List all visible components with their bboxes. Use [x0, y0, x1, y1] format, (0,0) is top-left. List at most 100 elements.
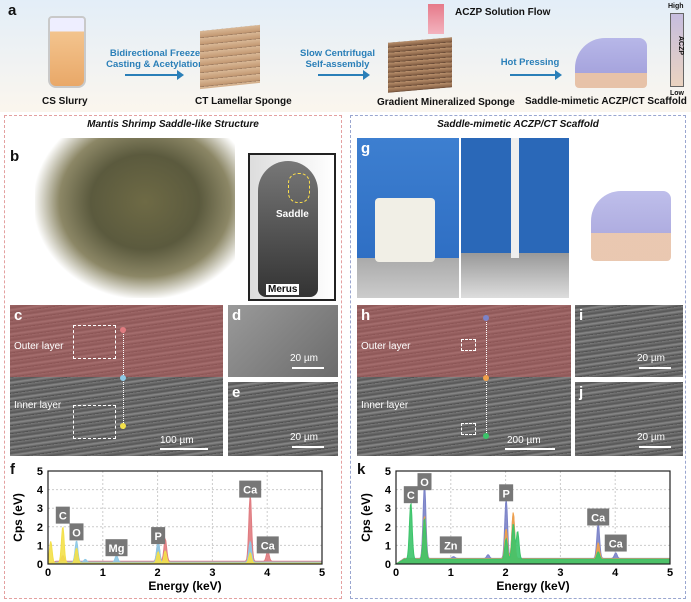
spectrum-series-0	[394, 485, 671, 565]
scale-bar-label: 200 µm	[507, 435, 541, 446]
scaffold-section: Saddle-mimetic ACZP/CT Scaffold g h Oute…	[350, 115, 686, 599]
plot-frame	[395, 470, 671, 565]
sem-image-e: e 20 µm	[228, 382, 338, 456]
panel-label: e	[232, 384, 241, 401]
scale-bar-label: 20 µm	[290, 432, 318, 443]
y-tick-label: 0	[385, 559, 391, 571]
spectrum-series-1	[394, 512, 671, 565]
peak-label-text: P	[154, 531, 161, 543]
y-tick-label: 5	[385, 466, 391, 478]
peak-label-text: Ca	[591, 513, 606, 525]
peak-label: Ca	[256, 536, 279, 554]
saddle-outline	[288, 173, 310, 203]
outer-layer-label: Outer layer	[14, 341, 64, 352]
panel-a-schematic: a CS Slurry Bidirectional Freeze Casting…	[0, 0, 691, 112]
x-tick-label: 4	[612, 567, 619, 579]
spectrum-series-1	[47, 538, 323, 565]
peak-label-text: P	[502, 488, 509, 500]
panel-label: f	[10, 461, 15, 478]
step-label: CT Lamellar Sponge	[195, 96, 292, 107]
mineralized-sponge-image	[388, 37, 452, 93]
scale-bar	[639, 446, 671, 448]
scale-bar	[160, 448, 208, 450]
arrow-icon	[125, 70, 184, 80]
peak-label-box	[105, 539, 128, 557]
y-tick-label: 3	[385, 503, 391, 515]
roi-box	[73, 325, 116, 359]
scale-bar-label: 20 µm	[290, 353, 318, 364]
scale-bar-label: 20 µm	[637, 353, 665, 364]
eds-chart-k: 0 1 2 3 4 5 0 1 2 3 4 5 CO Zn P Ca Ca Energy (keV) Cps (eV…	[359, 466, 673, 593]
scale-bar-label: 20 µm	[637, 432, 665, 443]
peak-label-box	[587, 508, 610, 526]
step-label: Saddle-mimetic ACZP/CT Scaffold	[525, 96, 687, 107]
y-tick-label: 2	[385, 522, 391, 534]
peak-label: Mg	[105, 539, 128, 557]
panel-label: h	[361, 307, 371, 324]
peak-label: C	[55, 506, 70, 524]
peak-label-text: O	[420, 477, 429, 489]
panel-label: j	[579, 384, 584, 401]
arrow-label: Hot Pressing	[500, 57, 560, 68]
peak-label: Ca	[239, 480, 262, 498]
panel-label: b	[10, 148, 20, 165]
spectrum-series-2	[47, 526, 323, 565]
peak-label-text: Ca	[609, 539, 624, 551]
panel-label: a	[8, 2, 17, 19]
peak-label: O	[69, 523, 84, 541]
y-axis-label: Cps (eV)	[359, 493, 373, 542]
x-tick-label: 3	[557, 567, 563, 579]
peak-label: Ca	[587, 508, 610, 526]
flow-arrow-icon	[428, 4, 444, 34]
peak-label-box	[239, 480, 262, 498]
mantis-shrimp-photo	[35, 138, 235, 298]
panel-label: c	[14, 307, 23, 324]
peak-label-text: Mg	[109, 543, 125, 555]
eds-chart-f: 0 1 2 3 4 5 0 1 2 3 4 5 CO Mg P Ca Ca Energy (keV) Cps (eV…	[11, 466, 325, 593]
scaffold-edge	[511, 138, 519, 258]
panel-label: d	[232, 307, 242, 324]
scale-low: Low	[670, 90, 684, 97]
x-tick-label: 4	[264, 567, 271, 579]
section-title: Saddle-mimetic ACZP/CT Scaffold	[437, 119, 599, 130]
peak-label-box	[604, 534, 627, 552]
mantis-shrimp-section: Mantis Shrimp Saddle-like Structure b Sa…	[4, 115, 342, 599]
peak-label-text: Ca	[261, 540, 276, 552]
peak-label-box	[499, 484, 514, 502]
roi-box	[73, 405, 116, 439]
x-tick-label: 0	[45, 567, 51, 579]
scale-bar-label: 100 µm	[160, 435, 194, 446]
y-tick-label: 5	[37, 466, 43, 478]
outer-layer-overlay	[10, 305, 223, 377]
peak-label-text: Ca	[243, 485, 258, 497]
peak-label-box	[439, 536, 462, 554]
peak-label: Zn	[439, 536, 462, 554]
sem-image-c: c Outer layer Inner layer 100 µm	[10, 305, 223, 456]
x-tick-label: 5	[667, 567, 673, 579]
gradient-scale-bar	[670, 13, 684, 87]
x-tick-label: 1	[448, 567, 454, 579]
peak-label-text: O	[72, 527, 81, 539]
peak-label: P	[151, 527, 166, 545]
peak-label: Ca	[604, 534, 627, 552]
inner-layer-label: Inner layer	[14, 400, 62, 411]
peak-label-box	[55, 506, 70, 524]
scaffold-image	[575, 38, 647, 88]
inner-layer-label: Inner layer	[361, 400, 409, 411]
y-tick-label: 3	[37, 503, 43, 515]
peak-label: P	[499, 484, 514, 502]
spectrum-series-0	[47, 495, 323, 565]
scale-bar	[292, 367, 324, 369]
panel-label: g	[361, 140, 371, 157]
x-tick-label: 1	[100, 567, 106, 579]
y-axis-label: Cps (eV)	[11, 493, 25, 542]
peak-label-box	[69, 523, 84, 541]
sem-image-h: h Outer layer Inner layer 200 µm	[357, 305, 571, 456]
x-axis-label: Energy (keV)	[148, 579, 221, 593]
arrow-label: Bidirectional Freeze Casting & Acetylati…	[106, 48, 204, 70]
sem-image-i: i 20 µm	[575, 305, 683, 377]
peak-label-box	[403, 486, 418, 504]
beaker-image	[48, 16, 86, 88]
y-tick-label: 4	[385, 485, 392, 497]
sem-image-j: j 20 µm	[575, 382, 683, 456]
